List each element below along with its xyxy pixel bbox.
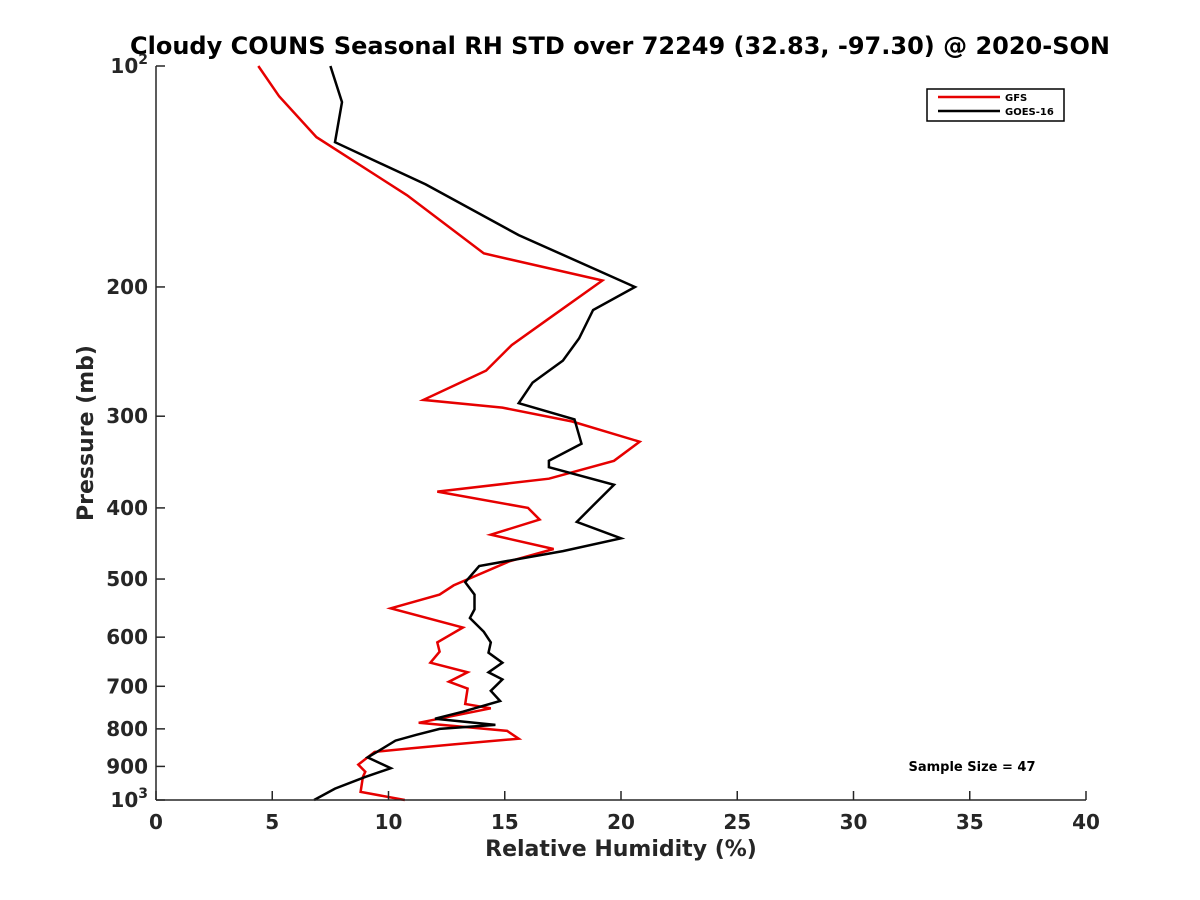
plot-area: 0 5 10 15 20 25 30 35 40 102 200 300 400 500 600 700 80… bbox=[106, 52, 1100, 834]
x-axis-label: Relative Humidity (%) bbox=[485, 837, 757, 862]
y-tick-label: 400 bbox=[106, 496, 148, 520]
x-tick-label: 0 bbox=[149, 810, 163, 834]
y-tick-label: 800 bbox=[106, 717, 148, 741]
y-tick-label: 102 bbox=[110, 52, 148, 78]
y-axis-label: Pressure (mb) bbox=[74, 345, 99, 521]
y-tick-label: 900 bbox=[106, 754, 148, 778]
x-tick-label: 35 bbox=[956, 810, 984, 834]
y-ticks: 102 200 300 400 500 600 700 800 900 103 bbox=[106, 52, 165, 812]
legend: GFS GOES-16 bbox=[926, 88, 1065, 122]
x-ticks: 0 5 10 15 20 25 30 35 40 bbox=[149, 791, 1100, 834]
legend-box bbox=[926, 88, 1065, 122]
y-tick-label: 300 bbox=[106, 404, 148, 428]
x-tick-label: 15 bbox=[491, 810, 519, 834]
y-tick-label: 600 bbox=[106, 625, 148, 649]
series-line-goes16 bbox=[313, 65, 638, 802]
y-tick-label: 500 bbox=[106, 567, 148, 591]
x-tick-label: 10 bbox=[375, 810, 403, 834]
x-tick-label: 25 bbox=[723, 810, 751, 834]
x-tick-label: 40 bbox=[1072, 810, 1100, 834]
x-tick-label: 20 bbox=[607, 810, 635, 834]
series-layer bbox=[257, 65, 643, 802]
chart-title: Cloudy COUNS Seasonal RH STD over 72249 … bbox=[130, 32, 1110, 60]
legend-label-goes16: GOES-16 bbox=[1005, 107, 1054, 118]
legend-label-gfs: GFS bbox=[1005, 93, 1027, 104]
y-tick-label: 103 bbox=[110, 786, 148, 812]
sample-size-annotation: Sample Size = 47 bbox=[908, 760, 1035, 775]
x-tick-label: 5 bbox=[265, 810, 279, 834]
y-tick-label: 700 bbox=[106, 674, 148, 698]
y-tick-label: 200 bbox=[106, 275, 148, 299]
x-tick-label: 30 bbox=[840, 810, 868, 834]
series-line-gfs bbox=[257, 65, 643, 802]
